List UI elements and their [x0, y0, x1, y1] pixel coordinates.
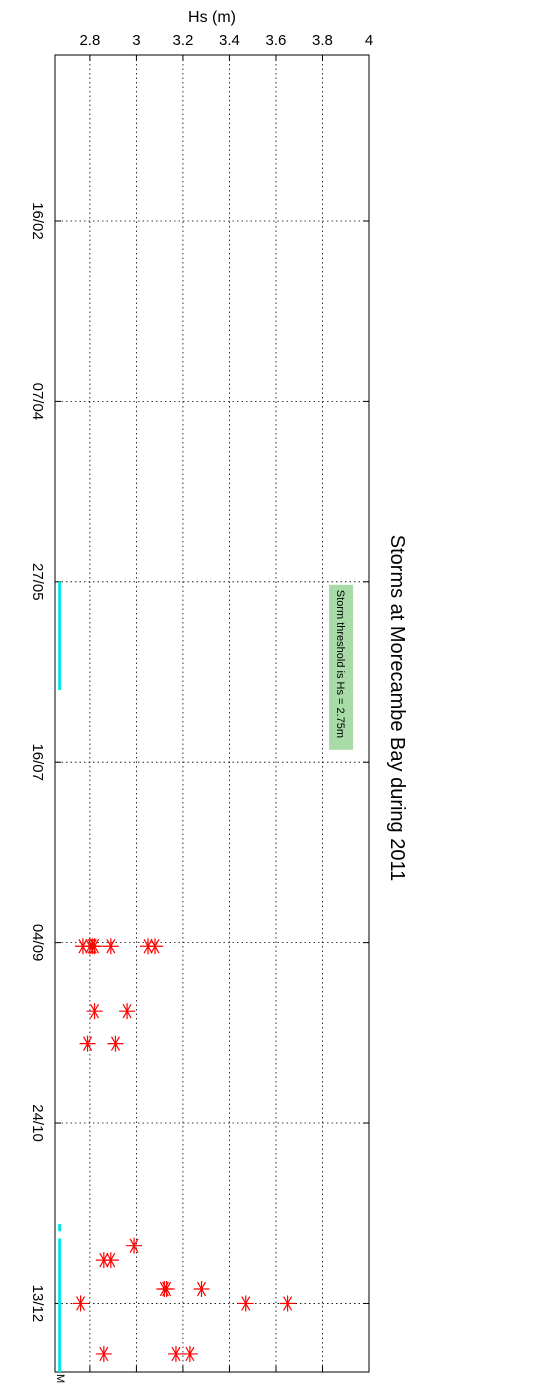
x-tick-label: 04/09 — [29, 924, 46, 962]
storm-point-marker — [156, 1281, 173, 1298]
storm-point-marker — [95, 1345, 112, 1362]
chart-title: Storms at Morecambe Bay during 2011 — [386, 535, 408, 881]
storm-point-marker — [126, 1237, 143, 1254]
storm-point-marker — [79, 1035, 96, 1052]
y-tick-label: 3.6 — [266, 32, 287, 49]
y-tick-label: 2.8 — [79, 32, 100, 49]
storm-point-marker — [74, 938, 91, 955]
x-tick-label: 07/04 — [29, 383, 46, 421]
storm-point-marker — [86, 1003, 103, 1020]
storm-point-marker — [72, 1295, 89, 1312]
storm-point-marker — [119, 1003, 136, 1020]
missing-data-label: Missing data — [54, 1374, 66, 1383]
storm-point-marker — [102, 938, 119, 955]
plot-frame — [54, 54, 370, 1373]
storm-point-marker — [279, 1295, 296, 1312]
x-tick-label: 27/05 — [29, 563, 46, 601]
annotation-text: Storm threshold is Hs = 2.75m — [334, 590, 346, 738]
annotation-box — [329, 584, 354, 750]
x-tick-label: 24/10 — [29, 1104, 46, 1142]
y-tick-label: 4 — [365, 32, 373, 49]
storm-point-marker — [193, 1281, 210, 1298]
y-tick-label: 3.4 — [219, 32, 240, 49]
storm-point-marker — [181, 1345, 198, 1362]
y-tick-label: 3.8 — [312, 32, 333, 49]
plot-area: 16/02 07/04 27/05 16/07 04/09 24/10 13/12 2.8 3 3… — [29, 9, 373, 1383]
storm-point-marker — [107, 1035, 124, 1052]
x-tick-label: 13/12 — [29, 1285, 46, 1323]
y-axis-label: Hs (m) — [188, 9, 236, 26]
storm-point-marker — [140, 938, 157, 955]
storm-point-marker — [95, 1252, 112, 1269]
x-tick-label: 16/07 — [29, 743, 46, 781]
storm-point-marker — [237, 1295, 254, 1312]
x-tick-label: 16/02 — [29, 202, 46, 240]
y-tick-label: 3 — [132, 32, 140, 49]
storm-point-marker — [167, 1345, 184, 1362]
y-tick-label: 3.2 — [172, 32, 193, 49]
